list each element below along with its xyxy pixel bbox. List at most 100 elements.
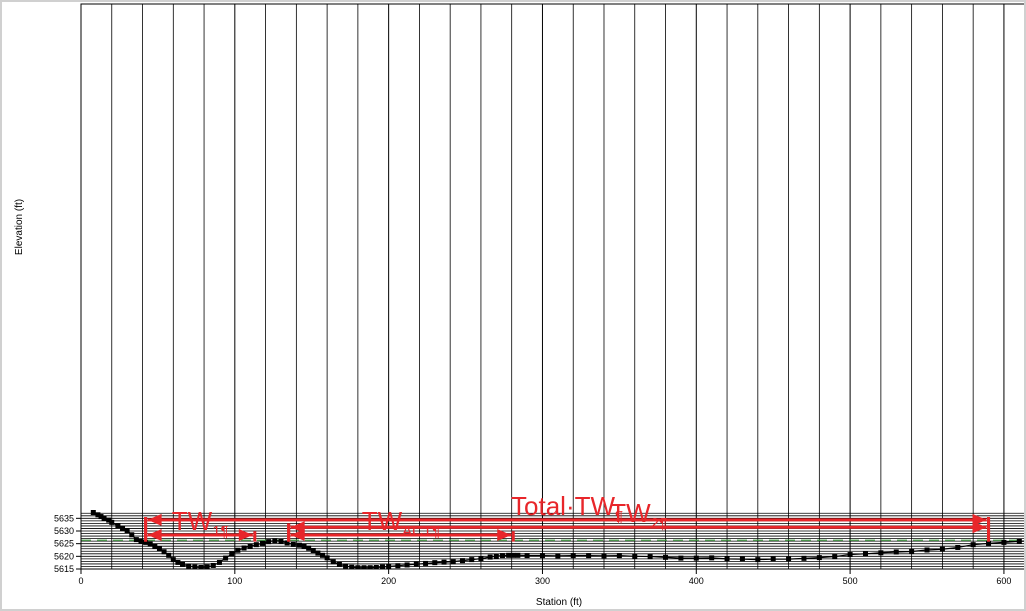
survey-point — [90, 510, 96, 515]
survey-point — [115, 523, 121, 529]
survey-point — [336, 561, 342, 567]
x-tick-label: 100 — [227, 576, 242, 586]
x-tick-label: 200 — [381, 576, 396, 586]
survey-point — [755, 557, 761, 563]
annotation-label-main: Total·TW — [511, 491, 615, 521]
survey-point — [284, 540, 290, 546]
survey-point — [266, 539, 272, 545]
annotation-arrowhead-right — [972, 521, 987, 534]
survey-point — [129, 532, 135, 538]
survey-point — [832, 554, 838, 560]
survey-point — [124, 527, 130, 533]
survey-point — [986, 540, 992, 546]
annotation-label-subscript: 2¶ — [651, 515, 667, 532]
survey-point — [106, 517, 112, 523]
top-width-annotations: Total·TW¶TW2¶TW1¶ TWACT¶ — [144, 491, 991, 542]
survey-point — [324, 555, 330, 561]
top-width-annotation: TWACT¶ — [287, 506, 515, 542]
survey-point — [693, 555, 699, 561]
annotation-arrowhead-left — [147, 529, 162, 542]
survey-point — [524, 553, 530, 559]
annotation-label: Total·TW¶ — [511, 491, 623, 525]
annotation-label-main: TW — [610, 498, 651, 528]
survey-point — [459, 558, 465, 564]
survey-point — [147, 541, 153, 547]
annotation-arrowhead-right — [238, 529, 253, 542]
survey-point — [432, 560, 438, 566]
survey-point — [373, 564, 379, 569]
survey-point — [120, 525, 126, 531]
survey-point — [210, 562, 216, 568]
survey-point — [361, 565, 367, 569]
survey-point — [253, 542, 259, 548]
survey-point — [386, 563, 392, 569]
survey-point — [709, 555, 715, 561]
survey-point — [310, 548, 316, 554]
y-axis-title: Elevation (ft) — [14, 199, 25, 255]
survey-point — [506, 552, 512, 558]
y-tick-label: 5635 — [54, 513, 74, 523]
survey-point — [133, 537, 139, 543]
x-tick-label: 500 — [843, 576, 858, 586]
survey-point — [290, 541, 296, 547]
survey-point — [241, 545, 247, 551]
survey-point — [235, 547, 241, 553]
survey-point — [441, 559, 447, 565]
survey-point — [510, 552, 516, 558]
survey-point — [663, 554, 669, 560]
survey-point — [296, 542, 302, 548]
x-tick-label: 300 — [535, 576, 550, 586]
survey-point — [413, 561, 419, 567]
annotation-label: TWACT¶ — [362, 506, 440, 540]
y-tick-label: 5615 — [54, 564, 74, 574]
top-width-annotation: TW2¶ — [287, 498, 991, 542]
survey-point — [278, 538, 284, 544]
survey-point — [306, 545, 312, 551]
survey-point — [247, 543, 253, 549]
survey-point — [223, 555, 229, 561]
survey-point — [924, 547, 930, 553]
annotation-label-main: TW — [172, 506, 213, 536]
annotation-label-subscript: ¶ — [615, 508, 623, 525]
survey-point — [404, 562, 410, 568]
survey-point — [450, 559, 456, 565]
survey-point — [862, 551, 868, 557]
survey-point — [395, 563, 401, 569]
annotation-label-subscript: 1¶ — [212, 523, 228, 540]
survey-point — [349, 564, 355, 569]
survey-point — [315, 550, 321, 556]
survey-point — [770, 556, 776, 562]
x-tick-label: 0 — [78, 576, 83, 586]
annotation-label: TW2¶ — [610, 498, 667, 532]
survey-point — [739, 556, 745, 562]
survey-point — [816, 555, 822, 561]
plot-border — [80, 3, 1024, 570]
top-width-annotation: Total·TW¶ — [144, 491, 991, 542]
survey-point — [499, 553, 505, 559]
y-tick-label: 5625 — [54, 539, 74, 549]
survey-point — [260, 540, 266, 546]
annotation-label: TW1¶ — [172, 506, 229, 540]
survey-point — [786, 556, 792, 562]
x-tick-label: 600 — [996, 576, 1011, 586]
survey-point — [555, 553, 561, 559]
survey-point — [909, 549, 915, 555]
survey-point — [138, 538, 144, 544]
survey-point — [143, 539, 149, 545]
survey-point — [515, 552, 521, 558]
survey-point — [330, 559, 336, 565]
annotation-arrowhead-right — [497, 529, 512, 542]
survey-point — [272, 538, 278, 544]
x-tick-label: 400 — [689, 576, 704, 586]
annotation-arrowhead-left — [290, 529, 305, 542]
survey-point — [355, 565, 361, 569]
annotation-label-main: TW — [362, 506, 403, 536]
survey-point — [678, 555, 684, 561]
survey-point — [469, 557, 475, 563]
x-axis-title: Station (ft) — [536, 597, 582, 608]
survey-point — [570, 553, 576, 559]
survey-point — [101, 515, 107, 521]
survey-point — [192, 564, 198, 569]
